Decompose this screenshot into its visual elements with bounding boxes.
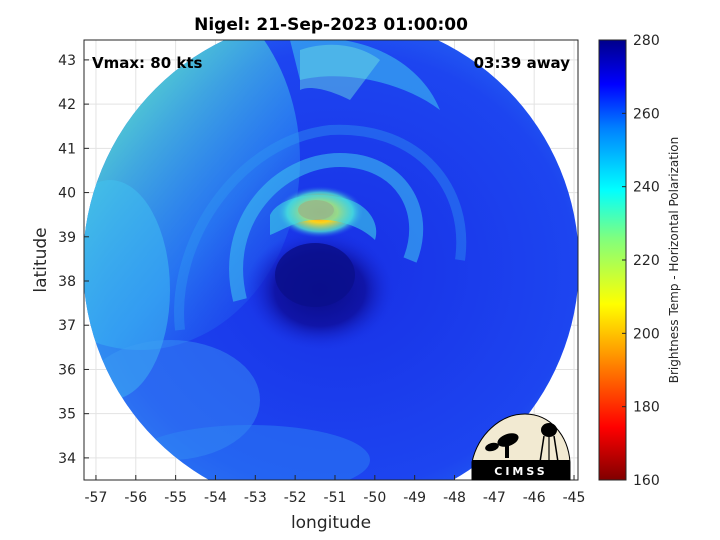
brightness-temperature-image <box>84 40 578 480</box>
y-tick-label: 39 <box>58 230 76 246</box>
time-away-annotation: 03:39 away <box>474 54 571 72</box>
x-tick-label: -48 <box>443 490 466 506</box>
colorbar-tick-label: 180 <box>633 400 660 416</box>
x-tick-label: -55 <box>164 490 187 506</box>
x-tick-label: -54 <box>204 490 227 506</box>
y-tick-label: 36 <box>58 362 76 378</box>
colorbar-ticks: 160 180 200 220 240 260 280 <box>622 33 660 489</box>
colorbar-tick-label: 160 <box>633 473 660 489</box>
colorbar <box>599 40 626 480</box>
x-tick-label: -49 <box>403 490 426 506</box>
colorbar-tick-label: 220 <box>633 253 660 269</box>
x-tick-label: -53 <box>244 490 267 506</box>
chart-title: Nigel: 21-Sep-2023 01:00:00 <box>194 15 468 35</box>
cimss-logo: CIMSS <box>471 413 571 481</box>
y-tick-label: 43 <box>58 53 76 69</box>
x-tick-label: -51 <box>324 490 347 506</box>
colorbar-tick-label: 280 <box>633 33 660 49</box>
x-tick-label: -52 <box>284 490 307 506</box>
colorbar-tick-label: 260 <box>633 106 660 122</box>
y-tick-label: 42 <box>58 97 76 113</box>
colorbar-label: Brightness Temp - Horizontal Polarizatio… <box>667 137 681 384</box>
colorbar-tick-label: 240 <box>633 180 660 196</box>
x-tick-label: -46 <box>523 490 546 506</box>
y-axis-label: latitude <box>31 227 51 292</box>
x-tick-label: -56 <box>124 490 147 506</box>
x-tick-label: -50 <box>363 490 386 506</box>
y-tick-label: 34 <box>58 451 76 467</box>
logo-text: CIMSS <box>494 465 547 478</box>
x-tick-label: -47 <box>483 490 506 506</box>
plot-frame <box>83 39 579 481</box>
y-tick-label: 37 <box>58 318 76 334</box>
x-tick-label: -57 <box>85 490 108 506</box>
y-tick-label: 40 <box>58 186 76 202</box>
x-axis-ticks: -57 -56 -55 -54 -53 -52 -51 -50 -49 -48 -47 -46 -45 <box>85 475 586 506</box>
y-tick-label: 41 <box>58 141 76 157</box>
y-tick-label: 35 <box>58 407 76 423</box>
y-axis-ticks: 34 35 36 37 38 39 40 41 42 43 <box>58 53 89 467</box>
vmax-annotation: Vmax: 80 kts <box>92 54 202 72</box>
x-tick-label: -45 <box>563 490 586 506</box>
x-axis-label: longitude <box>291 513 371 533</box>
colorbar-tick-label: 200 <box>633 326 660 342</box>
y-tick-label: 38 <box>58 274 76 290</box>
